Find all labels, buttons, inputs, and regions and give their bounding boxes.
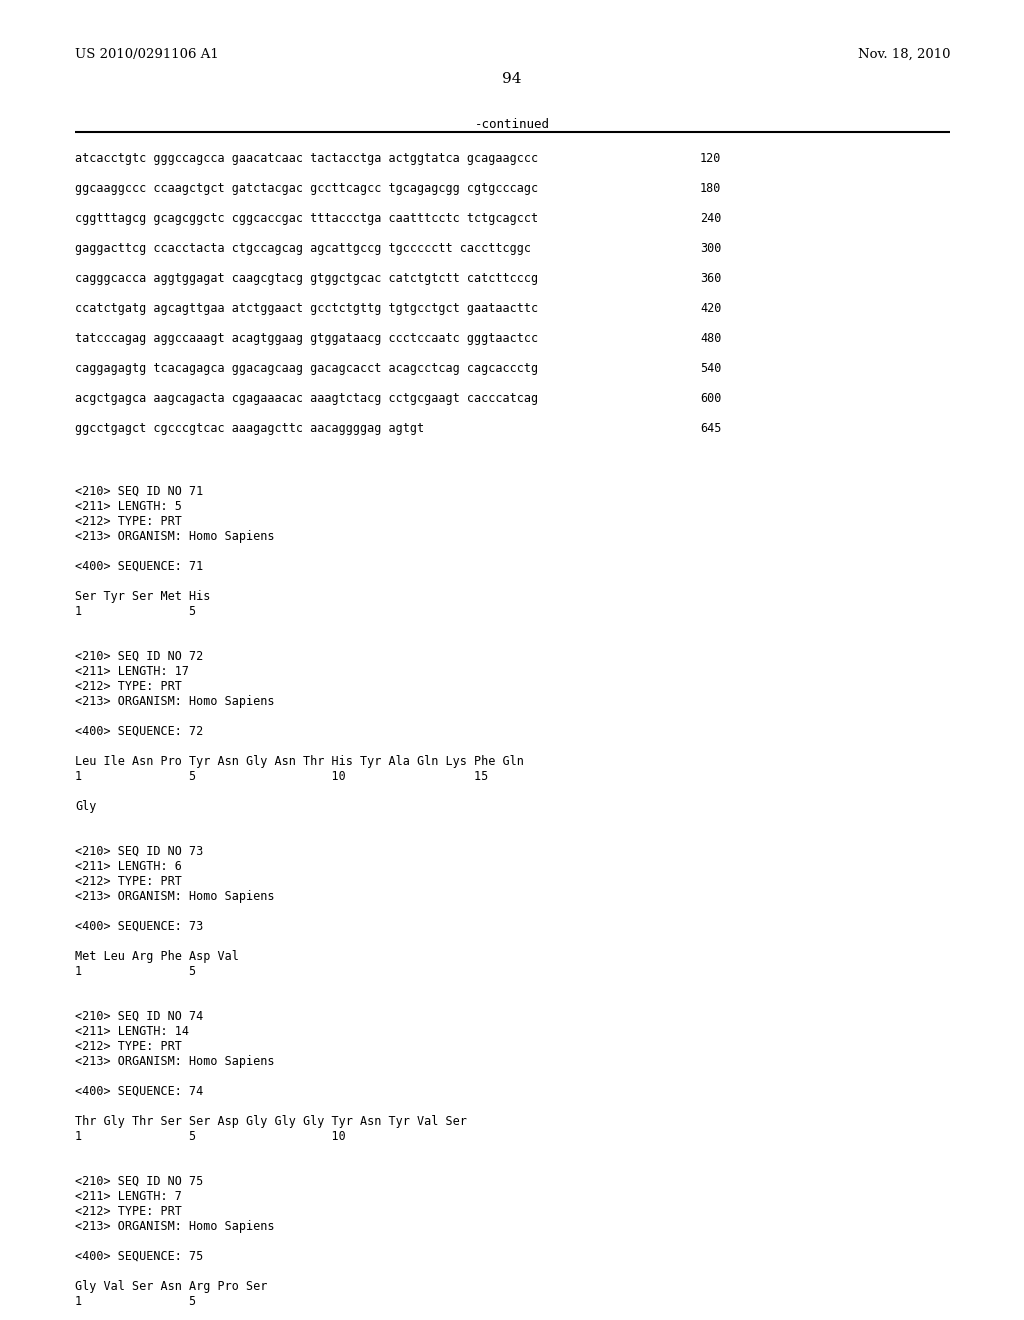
Text: 645: 645 bbox=[700, 422, 721, 436]
Text: Thr Gly Thr Ser Ser Asp Gly Gly Gly Tyr Asn Tyr Val Ser: Thr Gly Thr Ser Ser Asp Gly Gly Gly Tyr … bbox=[75, 1115, 467, 1129]
Text: 120: 120 bbox=[700, 152, 721, 165]
Text: 600: 600 bbox=[700, 392, 721, 405]
Text: Ser Tyr Ser Met His: Ser Tyr Ser Met His bbox=[75, 590, 210, 603]
Text: <400> SEQUENCE: 74: <400> SEQUENCE: 74 bbox=[75, 1085, 203, 1098]
Text: ccatctgatg agcagttgaa atctggaact gcctctgttg tgtgcctgct gaataacttc: ccatctgatg agcagttgaa atctggaact gcctctg… bbox=[75, 302, 539, 315]
Text: acgctgagca aagcagacta cgagaaacac aaagtctacg cctgcgaagt cacccatcag: acgctgagca aagcagacta cgagaaacac aaagtct… bbox=[75, 392, 539, 405]
Text: 1               5: 1 5 bbox=[75, 965, 197, 978]
Text: -continued: -continued bbox=[474, 117, 550, 131]
Text: 540: 540 bbox=[700, 362, 721, 375]
Text: tatcccagag aggccaaagt acagtggaag gtggataacg ccctccaatc gggtaactcc: tatcccagag aggccaaagt acagtggaag gtggata… bbox=[75, 333, 539, 345]
Text: <212> TYPE: PRT: <212> TYPE: PRT bbox=[75, 680, 182, 693]
Text: US 2010/0291106 A1: US 2010/0291106 A1 bbox=[75, 48, 219, 61]
Text: 1               5: 1 5 bbox=[75, 605, 197, 618]
Text: gaggacttcg ccacctacta ctgccagcag agcattgccg tgccccctt caccttcggc: gaggacttcg ccacctacta ctgccagcag agcattg… bbox=[75, 242, 531, 255]
Text: <213> ORGANISM: Homo Sapiens: <213> ORGANISM: Homo Sapiens bbox=[75, 696, 274, 708]
Text: <400> SEQUENCE: 73: <400> SEQUENCE: 73 bbox=[75, 920, 203, 933]
Text: 1               5                   10                  15: 1 5 10 15 bbox=[75, 770, 488, 783]
Text: Met Leu Arg Phe Asp Val: Met Leu Arg Phe Asp Val bbox=[75, 950, 239, 964]
Text: <212> TYPE: PRT: <212> TYPE: PRT bbox=[75, 875, 182, 888]
Text: <210> SEQ ID NO 74: <210> SEQ ID NO 74 bbox=[75, 1010, 203, 1023]
Text: <210> SEQ ID NO 75: <210> SEQ ID NO 75 bbox=[75, 1175, 203, 1188]
Text: 480: 480 bbox=[700, 333, 721, 345]
Text: <210> SEQ ID NO 72: <210> SEQ ID NO 72 bbox=[75, 649, 203, 663]
Text: 94: 94 bbox=[502, 73, 522, 86]
Text: atcacctgtc gggccagcca gaacatcaac tactacctga actggtatca gcagaagccc: atcacctgtc gggccagcca gaacatcaac tactacc… bbox=[75, 152, 539, 165]
Text: 300: 300 bbox=[700, 242, 721, 255]
Text: Gly: Gly bbox=[75, 800, 96, 813]
Text: caggagagtg tcacagagca ggacagcaag gacagcacct acagcctcag cagcaccctg: caggagagtg tcacagagca ggacagcaag gacagca… bbox=[75, 362, 539, 375]
Text: <210> SEQ ID NO 71: <210> SEQ ID NO 71 bbox=[75, 484, 203, 498]
Text: <213> ORGANISM: Homo Sapiens: <213> ORGANISM: Homo Sapiens bbox=[75, 890, 274, 903]
Text: <400> SEQUENCE: 75: <400> SEQUENCE: 75 bbox=[75, 1250, 203, 1263]
Text: <213> ORGANISM: Homo Sapiens: <213> ORGANISM: Homo Sapiens bbox=[75, 1220, 274, 1233]
Text: 240: 240 bbox=[700, 213, 721, 224]
Text: <210> SEQ ID NO 73: <210> SEQ ID NO 73 bbox=[75, 845, 203, 858]
Text: Gly Val Ser Asn Arg Pro Ser: Gly Val Ser Asn Arg Pro Ser bbox=[75, 1280, 267, 1294]
Text: <212> TYPE: PRT: <212> TYPE: PRT bbox=[75, 1040, 182, 1053]
Text: 180: 180 bbox=[700, 182, 721, 195]
Text: cagggcacca aggtggagat caagcgtacg gtggctgcac catctgtctt catcttcccg: cagggcacca aggtggagat caagcgtacg gtggctg… bbox=[75, 272, 539, 285]
Text: <211> LENGTH: 5: <211> LENGTH: 5 bbox=[75, 500, 182, 513]
Text: ggcctgagct cgcccgtcac aaagagcttc aacaggggag agtgt: ggcctgagct cgcccgtcac aaagagcttc aacaggg… bbox=[75, 422, 424, 436]
Text: <211> LENGTH: 17: <211> LENGTH: 17 bbox=[75, 665, 189, 678]
Text: <212> TYPE: PRT: <212> TYPE: PRT bbox=[75, 515, 182, 528]
Text: <400> SEQUENCE: 72: <400> SEQUENCE: 72 bbox=[75, 725, 203, 738]
Text: <400> SEQUENCE: 71: <400> SEQUENCE: 71 bbox=[75, 560, 203, 573]
Text: <211> LENGTH: 6: <211> LENGTH: 6 bbox=[75, 861, 182, 873]
Text: ggcaaggccc ccaagctgct gatctacgac gccttcagcc tgcagagcgg cgtgcccagc: ggcaaggccc ccaagctgct gatctacgac gccttca… bbox=[75, 182, 539, 195]
Text: 1               5: 1 5 bbox=[75, 1295, 197, 1308]
Text: <212> TYPE: PRT: <212> TYPE: PRT bbox=[75, 1205, 182, 1218]
Text: 360: 360 bbox=[700, 272, 721, 285]
Text: <211> LENGTH: 14: <211> LENGTH: 14 bbox=[75, 1026, 189, 1038]
Text: cggtttagcg gcagcggctc cggcaccgac tttaccctga caatttcctc tctgcagcct: cggtttagcg gcagcggctc cggcaccgac tttaccc… bbox=[75, 213, 539, 224]
Text: 1               5                   10: 1 5 10 bbox=[75, 1130, 346, 1143]
Text: 420: 420 bbox=[700, 302, 721, 315]
Text: Nov. 18, 2010: Nov. 18, 2010 bbox=[857, 48, 950, 61]
Text: <213> ORGANISM: Homo Sapiens: <213> ORGANISM: Homo Sapiens bbox=[75, 1055, 274, 1068]
Text: Leu Ile Asn Pro Tyr Asn Gly Asn Thr His Tyr Ala Gln Lys Phe Gln: Leu Ile Asn Pro Tyr Asn Gly Asn Thr His … bbox=[75, 755, 524, 768]
Text: <213> ORGANISM: Homo Sapiens: <213> ORGANISM: Homo Sapiens bbox=[75, 531, 274, 543]
Text: <211> LENGTH: 7: <211> LENGTH: 7 bbox=[75, 1191, 182, 1203]
